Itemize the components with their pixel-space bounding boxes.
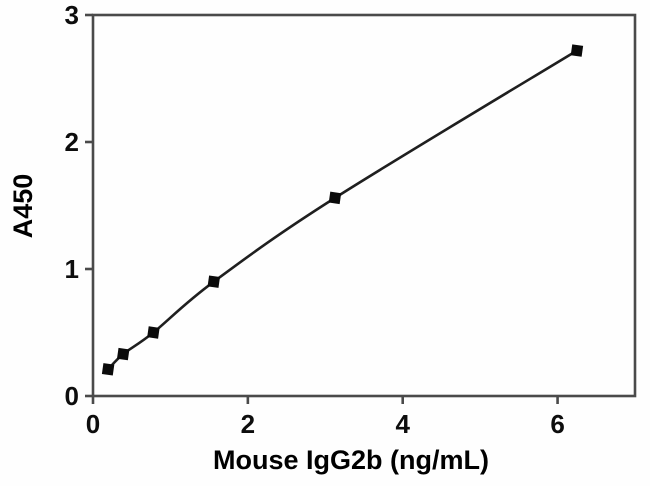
x-tick-label: 0 (86, 409, 100, 439)
data-point-marker (328, 191, 342, 205)
data-point-marker (207, 275, 221, 288)
data-point-marker (570, 44, 584, 57)
data-point-marker (116, 347, 130, 361)
x-tick-label: 6 (550, 409, 564, 439)
y-tick-label: 3 (65, 0, 79, 30)
y-axis-title: A450 (8, 174, 38, 239)
curve-line (107, 49, 578, 371)
data-point-marker (101, 363, 115, 376)
y-tick-label: 0 (65, 381, 79, 411)
x-axis-title: Mouse IgG2b (ng/mL) (213, 445, 489, 475)
plot-generated-layer: 0 2 4 6 0 1 2 3 (65, 0, 637, 439)
y-tick-label: 2 (65, 127, 79, 157)
plot-border (91, 13, 637, 398)
x-tick-label: 2 (241, 409, 255, 439)
x-tick-label: 4 (395, 409, 410, 439)
data-point-marker (147, 326, 160, 339)
y-tick-label: 1 (65, 254, 79, 284)
